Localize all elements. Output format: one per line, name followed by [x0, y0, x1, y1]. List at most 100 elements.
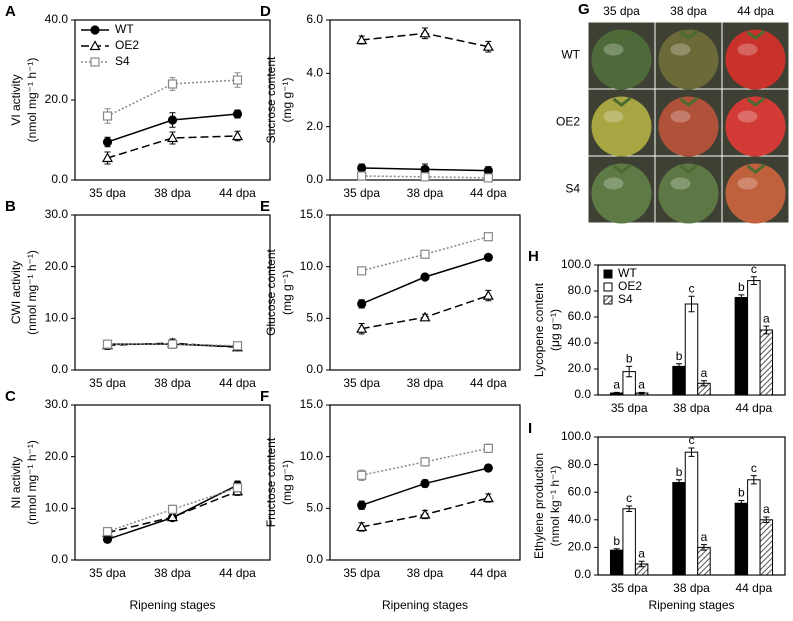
- legend-label: S4: [618, 292, 633, 306]
- y-tick-label: 60.0: [568, 309, 592, 323]
- point: [419, 311, 431, 322]
- series-line: [107, 135, 238, 159]
- legend-swatch: [603, 295, 613, 305]
- legend-label: S4: [115, 54, 130, 68]
- y-axis-title: Ethylene production: [532, 453, 546, 559]
- bar: [759, 329, 774, 396]
- point: [166, 511, 179, 522]
- tomato: [725, 163, 786, 224]
- point: [102, 526, 113, 537]
- y-tick-label: 0.0: [306, 172, 323, 186]
- error-bar: [700, 380, 707, 387]
- row-label: WT: [561, 48, 580, 62]
- x-tick-label: 44 dpa: [219, 566, 256, 580]
- y-tick-label: 40.0: [568, 512, 592, 526]
- y-tick-label: 10.0: [45, 311, 69, 325]
- error-bar: [613, 548, 620, 553]
- error-bar: [626, 505, 633, 513]
- significance-letter: a: [613, 378, 620, 392]
- x-tick-label: 35 dpa: [611, 401, 648, 415]
- significance-letter: b: [676, 465, 683, 479]
- y-tick-label: 10.0: [300, 449, 324, 463]
- column-label: 38 dpa: [670, 4, 707, 18]
- legend-marker: [89, 40, 101, 51]
- tomato-highlight: [737, 177, 758, 190]
- tomato-highlight: [670, 177, 691, 190]
- y-tick-label: 4.0: [306, 66, 323, 80]
- bar: [734, 297, 749, 396]
- tomato: [591, 96, 652, 157]
- error-bar: [763, 516, 770, 524]
- point: [420, 249, 430, 259]
- error-bar: [638, 560, 645, 568]
- point: [231, 130, 244, 141]
- y-tick-label: 20.0: [45, 259, 69, 273]
- y-axis-title: VI activity: [9, 74, 23, 125]
- tomato-highlight: [603, 43, 624, 56]
- point: [419, 508, 431, 519]
- point: [167, 339, 178, 349]
- y-axis-title: (nmol mg⁻¹ h⁻¹): [25, 250, 39, 335]
- point: [356, 34, 368, 45]
- tomato-highlight: [603, 177, 624, 190]
- bar: [672, 365, 686, 396]
- y-axis-title: Sucrose content: [264, 56, 278, 143]
- y-tick-label: 6.0: [306, 12, 323, 26]
- error-bar: [626, 365, 633, 378]
- bar: [622, 508, 636, 576]
- panel-label: D: [260, 3, 271, 20]
- point: [483, 232, 493, 242]
- panel-label: B: [5, 198, 16, 215]
- tomato-stem: [746, 96, 766, 107]
- tomato-stem: [679, 29, 699, 40]
- point: [482, 492, 494, 503]
- y-tick-label: 40.0: [45, 12, 69, 26]
- point: [101, 152, 114, 163]
- significance-letter: a: [763, 502, 770, 516]
- y-tick-label: 60.0: [568, 484, 592, 498]
- legend-label: WT: [115, 22, 134, 36]
- significance-letter: c: [689, 281, 695, 295]
- tomato-highlight: [603, 110, 624, 123]
- y-tick-label: 20.0: [45, 92, 69, 106]
- tomato-highlight: [670, 43, 691, 56]
- tomato: [658, 29, 719, 90]
- tomato-highlight: [670, 110, 691, 123]
- y-axis-title: (nmol kg⁻¹ h⁻¹): [548, 466, 562, 547]
- point: [419, 27, 431, 38]
- bar: [747, 280, 761, 396]
- error-bar: [688, 295, 695, 313]
- x-axis-title: Ripening stages: [129, 598, 215, 612]
- legend-swatch: [603, 282, 613, 292]
- significance-letter: a: [638, 546, 645, 560]
- y-axis-title: Glucose content: [264, 248, 278, 335]
- x-tick-label: 35 dpa: [89, 186, 126, 200]
- plot-frame: [74, 404, 271, 561]
- y-tick-label: 0.0: [574, 567, 591, 581]
- significance-letter: a: [763, 311, 770, 325]
- x-tick-label: 35 dpa: [89, 376, 126, 390]
- panel-label: G: [578, 1, 590, 18]
- x-tick-label: 44 dpa: [219, 186, 256, 200]
- legend-swatch: [603, 269, 613, 279]
- point: [166, 132, 179, 143]
- y-tick-label: 20.0: [568, 361, 592, 375]
- y-tick-label: 80.0: [568, 457, 592, 471]
- panel-label: A: [5, 3, 16, 20]
- point: [483, 252, 493, 262]
- y-tick-label: 10.0: [300, 259, 324, 273]
- tomato: [725, 29, 786, 90]
- y-axis-title: NI activity: [9, 456, 23, 508]
- significance-letter: b: [738, 280, 745, 294]
- significance-letter: b: [738, 486, 745, 500]
- bar: [684, 451, 699, 576]
- y-tick-label: 20.0: [568, 540, 592, 554]
- y-tick-label: 40.0: [568, 335, 592, 349]
- significance-letter: c: [626, 491, 632, 505]
- x-axis-title: Ripening stages: [382, 598, 468, 612]
- y-axis-title: (mg g⁻¹): [280, 270, 294, 315]
- tomato-stem: [612, 29, 632, 40]
- tomato-stem: [746, 163, 766, 174]
- plot-frame: [74, 19, 271, 181]
- error-bar: [750, 276, 757, 285]
